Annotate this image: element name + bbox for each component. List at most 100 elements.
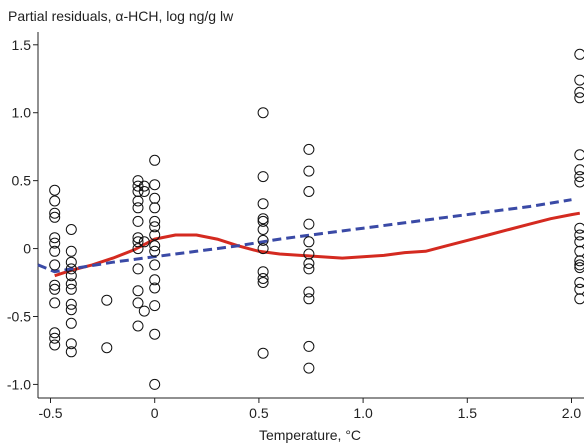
data-point (149, 229, 161, 241)
data-point (257, 347, 269, 359)
data-point (257, 266, 269, 278)
y-tick-label: 0 (23, 241, 31, 257)
data-point (574, 293, 584, 305)
data-point (149, 378, 161, 390)
data-point (574, 86, 584, 98)
data-point (257, 234, 269, 246)
data-point (138, 236, 150, 248)
y-tick-label: 0.5 (12, 173, 32, 189)
x-tick-label: 2.0 (562, 405, 582, 421)
data-point (303, 248, 315, 260)
data-point (65, 278, 77, 290)
data-point (49, 237, 61, 249)
data-point (49, 245, 61, 257)
data-point (149, 215, 161, 227)
y-axis-title: Partial residuals, α-HCH, log ng/g lw (8, 8, 234, 24)
data-point (49, 195, 61, 207)
data-point (132, 232, 144, 244)
data-point (257, 277, 269, 288)
data-point (132, 215, 144, 227)
x-tick-label: 1.5 (458, 405, 478, 421)
data-point (149, 240, 161, 252)
data-point (574, 74, 584, 86)
data-point (574, 171, 584, 183)
data-point (574, 176, 584, 188)
data-point (257, 213, 269, 225)
data-point (257, 224, 269, 235)
data-point (65, 263, 77, 275)
data-point (49, 297, 61, 309)
y-tick-label: -1.0 (7, 376, 31, 392)
data-point (574, 229, 584, 241)
data-point (49, 332, 61, 344)
x-tick-label: 0.5 (249, 405, 269, 421)
x-tick-label: -0.5 (38, 405, 62, 421)
data-point (138, 305, 150, 317)
y-tick-label: 1.0 (12, 105, 32, 121)
data-point (65, 224, 77, 235)
data-point (49, 279, 61, 291)
data-point (138, 186, 150, 197)
data-point (49, 184, 61, 196)
data-point (101, 342, 113, 354)
data-point (149, 221, 161, 233)
axes: 1.5 1.0 0.5 0 -0.5 -1.0 -0.5 0 0.5 1.0 1.5 2.0 (7, 32, 584, 421)
data-point (132, 202, 144, 214)
data-point (257, 107, 269, 119)
data-point (49, 283, 61, 295)
data-point (303, 340, 315, 352)
data-point (257, 198, 269, 210)
data-point (574, 255, 584, 267)
data-point (303, 258, 315, 269)
data-point (149, 328, 161, 340)
data-point (574, 262, 584, 274)
data-point (132, 243, 144, 255)
data-point (303, 236, 315, 248)
data-point (149, 282, 161, 294)
data-point (257, 215, 269, 227)
data-point (149, 154, 161, 166)
data-point (65, 346, 77, 358)
data-point (574, 236, 584, 248)
x-axis-title: Temperature, °C (259, 427, 361, 443)
data-point (101, 294, 113, 306)
data-point (149, 259, 161, 271)
data-point (574, 164, 584, 176)
data-point (149, 300, 161, 312)
data-point (303, 218, 315, 230)
data-point (65, 338, 77, 350)
data-point (132, 195, 144, 207)
data-point (149, 274, 161, 286)
data-point (303, 263, 315, 275)
data-point (49, 211, 61, 223)
data-point (65, 304, 77, 316)
data-point (65, 256, 77, 268)
data-point (303, 186, 315, 197)
data-point (65, 298, 77, 310)
data-point (574, 283, 584, 295)
x-tick-label: 0 (151, 405, 159, 421)
data-point (303, 143, 315, 155)
data-point (65, 317, 77, 329)
data-point (257, 273, 269, 284)
data-point (574, 245, 584, 257)
data-point (574, 222, 584, 234)
data-point (49, 339, 61, 351)
data-point (257, 243, 269, 255)
y-tick-label: -0.5 (7, 308, 31, 324)
data-point (132, 297, 144, 309)
data-point (149, 179, 161, 191)
data-point (149, 192, 161, 204)
data-point (65, 245, 77, 257)
data-point (303, 165, 315, 177)
data-point (65, 283, 77, 295)
data-point (49, 259, 61, 271)
data-point (138, 180, 150, 192)
data-point (574, 259, 584, 271)
data-point (65, 270, 77, 282)
data-point (149, 202, 161, 214)
data-point (49, 207, 61, 219)
data-points (49, 48, 584, 390)
data-point (574, 277, 584, 288)
